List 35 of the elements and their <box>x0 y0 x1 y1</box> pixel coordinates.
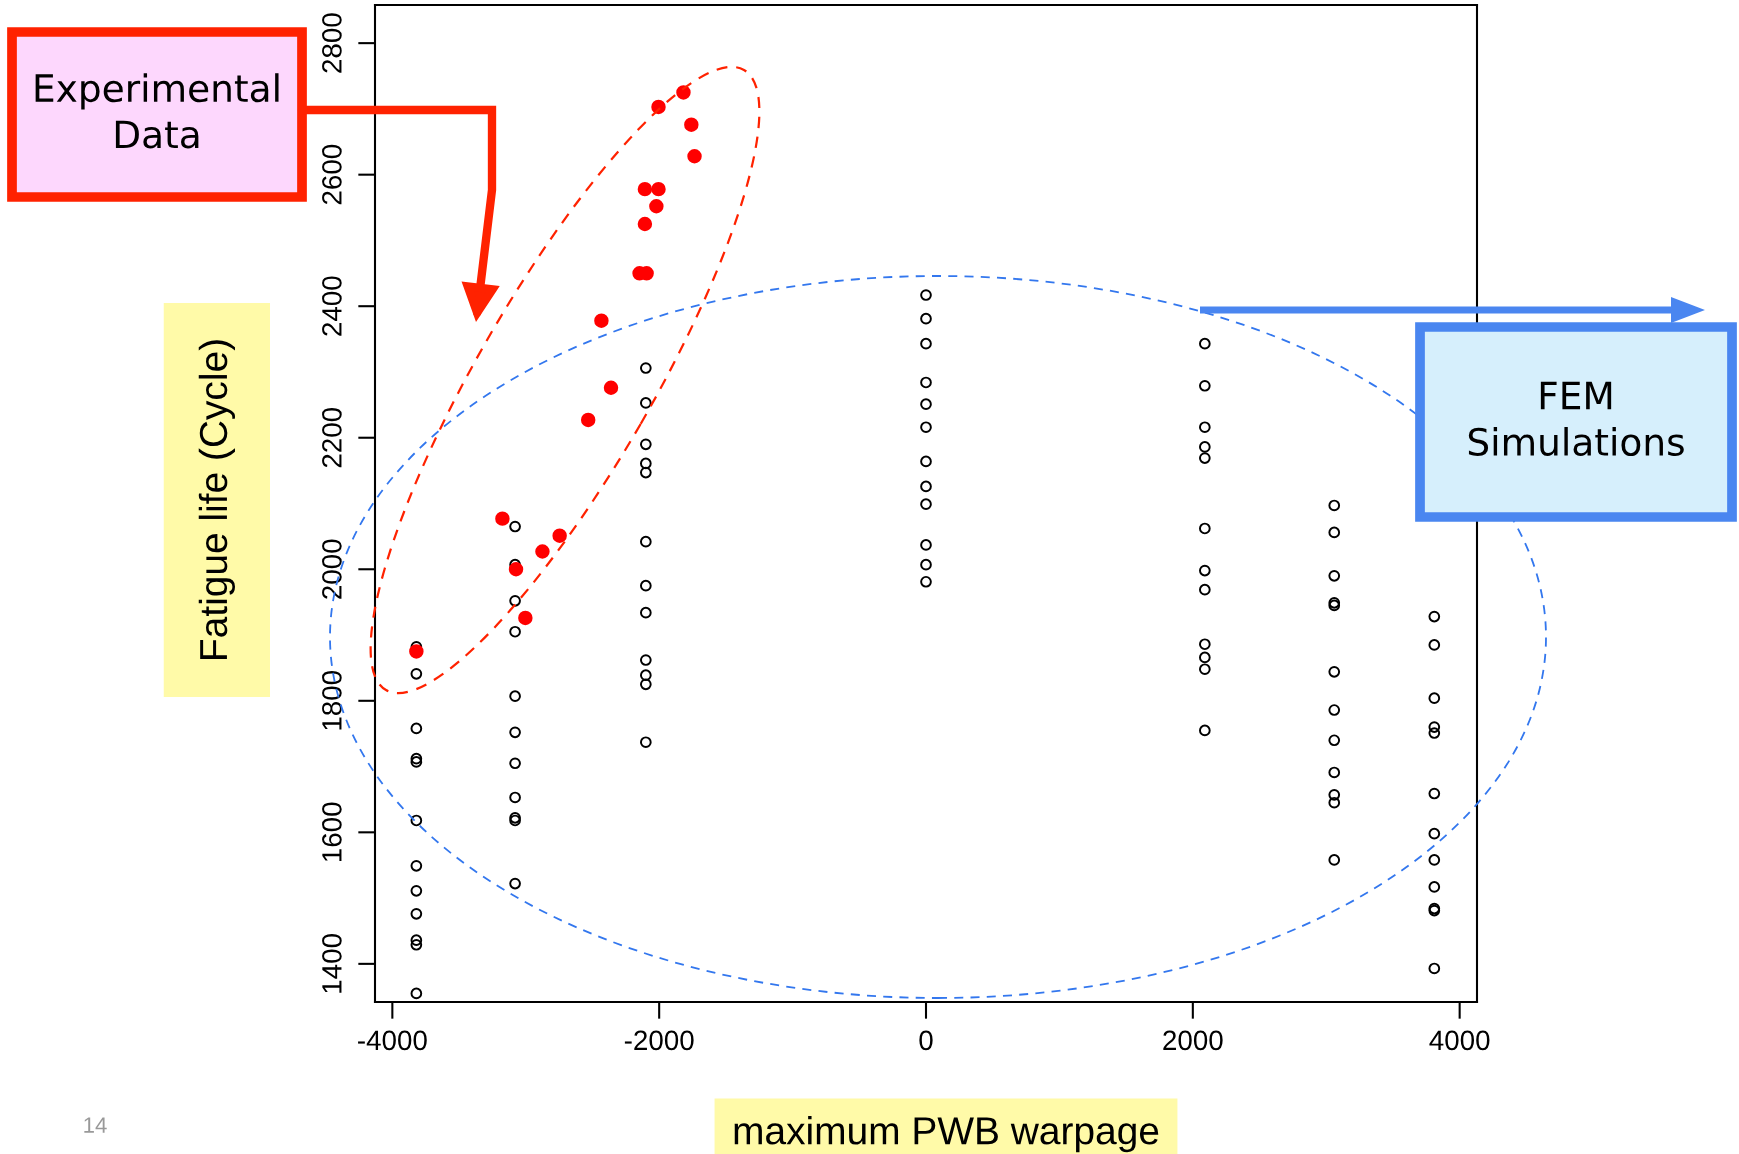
point <box>637 216 653 232</box>
point <box>649 199 664 214</box>
x-tick-label: -4000 <box>358 1030 427 1051</box>
x-tick-label: -2000 <box>624 1030 694 1051</box>
text: Experimental Data <box>35 73 279 149</box>
y-tick-label: 2000 <box>322 539 342 599</box>
point <box>552 528 567 543</box>
point <box>603 380 619 395</box>
point <box>651 99 666 115</box>
point <box>594 313 609 328</box>
y-tick-label: 2200 <box>322 407 342 468</box>
point <box>518 610 533 626</box>
x-axis-title: maximum PWB warpage <box>734 1116 1159 1153</box>
y-tick-label: 1400 <box>322 934 342 993</box>
x-tick-label: 4000 <box>1429 1030 1490 1051</box>
y-tick-label: 2800 <box>322 13 342 73</box>
point <box>580 412 596 428</box>
point <box>535 544 550 559</box>
y-axis-title: Fatigue life (Cycle) <box>198 340 235 659</box>
point <box>676 85 691 100</box>
point <box>409 644 424 659</box>
y-tick-label: 1600 <box>322 802 342 862</box>
y-tick-label: 2600 <box>322 144 342 205</box>
y-tick-label: 1800 <box>322 670 342 730</box>
point <box>495 511 510 526</box>
x-tick-label: 0 <box>919 1030 933 1051</box>
annotation: FEM Simulations <box>1468 381 1684 457</box>
point <box>508 562 524 577</box>
point <box>651 181 666 197</box>
point <box>637 181 653 197</box>
point <box>687 149 702 164</box>
point <box>684 117 699 132</box>
y-tick-label: 2400 <box>322 276 342 336</box>
text: 14 <box>84 1117 107 1133</box>
x-tick-label: 2000 <box>1163 1030 1223 1051</box>
